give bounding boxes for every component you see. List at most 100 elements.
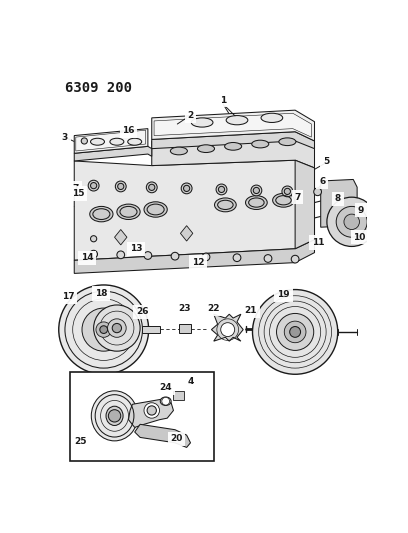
Text: 21: 21 bbox=[245, 306, 257, 315]
Text: 12: 12 bbox=[192, 258, 204, 267]
Polygon shape bbox=[74, 147, 152, 161]
Text: 23: 23 bbox=[178, 304, 191, 313]
Circle shape bbox=[162, 398, 170, 405]
Circle shape bbox=[216, 184, 227, 195]
Polygon shape bbox=[152, 132, 315, 149]
Circle shape bbox=[108, 319, 126, 337]
Circle shape bbox=[344, 214, 359, 230]
Ellipse shape bbox=[252, 140, 269, 148]
Circle shape bbox=[96, 322, 111, 337]
Text: 5: 5 bbox=[323, 157, 329, 166]
Bar bbox=[142, 326, 160, 333]
Ellipse shape bbox=[171, 147, 187, 155]
Text: 25: 25 bbox=[74, 437, 86, 446]
Circle shape bbox=[233, 254, 241, 262]
Circle shape bbox=[109, 410, 121, 422]
Text: 14: 14 bbox=[81, 254, 94, 262]
Ellipse shape bbox=[215, 198, 236, 212]
Circle shape bbox=[277, 313, 314, 350]
Circle shape bbox=[115, 181, 126, 192]
Ellipse shape bbox=[91, 138, 104, 145]
Text: 10: 10 bbox=[353, 233, 366, 241]
Circle shape bbox=[144, 403, 160, 418]
Ellipse shape bbox=[226, 116, 248, 125]
Polygon shape bbox=[135, 424, 191, 447]
Circle shape bbox=[149, 184, 155, 190]
Circle shape bbox=[112, 324, 122, 333]
Ellipse shape bbox=[246, 196, 267, 209]
Ellipse shape bbox=[90, 206, 113, 222]
Circle shape bbox=[290, 327, 301, 337]
Polygon shape bbox=[154, 113, 311, 137]
Ellipse shape bbox=[160, 397, 171, 406]
Circle shape bbox=[144, 252, 152, 260]
Circle shape bbox=[171, 252, 179, 260]
Circle shape bbox=[284, 321, 306, 343]
Text: 3: 3 bbox=[62, 133, 68, 142]
Circle shape bbox=[90, 251, 98, 258]
Bar bbox=[173, 391, 184, 400]
Circle shape bbox=[184, 185, 190, 191]
Text: 9: 9 bbox=[358, 206, 364, 215]
Polygon shape bbox=[295, 160, 315, 249]
Ellipse shape bbox=[91, 391, 138, 441]
Ellipse shape bbox=[279, 138, 296, 146]
Text: 6: 6 bbox=[319, 177, 325, 186]
Ellipse shape bbox=[106, 406, 123, 425]
Text: 2: 2 bbox=[187, 111, 194, 120]
Circle shape bbox=[82, 308, 125, 351]
Ellipse shape bbox=[128, 138, 142, 145]
Text: 22: 22 bbox=[208, 304, 220, 313]
Ellipse shape bbox=[273, 193, 294, 207]
Polygon shape bbox=[152, 133, 315, 168]
Ellipse shape bbox=[110, 138, 124, 145]
Circle shape bbox=[336, 206, 367, 237]
Text: 8: 8 bbox=[335, 194, 341, 203]
Ellipse shape bbox=[117, 204, 140, 220]
Circle shape bbox=[59, 285, 149, 374]
Text: 16: 16 bbox=[122, 126, 135, 135]
Text: 26: 26 bbox=[136, 308, 149, 317]
Ellipse shape bbox=[91, 252, 97, 258]
Circle shape bbox=[221, 322, 235, 336]
Text: 6309 200: 6309 200 bbox=[65, 81, 132, 95]
Circle shape bbox=[91, 182, 97, 189]
Ellipse shape bbox=[191, 118, 213, 127]
Circle shape bbox=[146, 182, 157, 193]
Text: 7: 7 bbox=[73, 184, 79, 193]
Bar bbox=[179, 324, 191, 334]
Circle shape bbox=[264, 255, 272, 262]
Circle shape bbox=[93, 305, 140, 351]
Circle shape bbox=[88, 180, 99, 191]
Polygon shape bbox=[74, 128, 148, 154]
Text: 4: 4 bbox=[187, 377, 194, 386]
Text: 20: 20 bbox=[171, 434, 183, 443]
Text: 19: 19 bbox=[277, 290, 290, 300]
Circle shape bbox=[118, 183, 124, 190]
Text: 15: 15 bbox=[72, 189, 84, 198]
Polygon shape bbox=[180, 225, 193, 241]
Polygon shape bbox=[74, 160, 315, 260]
Text: 17: 17 bbox=[62, 292, 74, 301]
Text: 18: 18 bbox=[95, 289, 108, 298]
Polygon shape bbox=[152, 110, 315, 141]
Circle shape bbox=[251, 185, 262, 196]
Polygon shape bbox=[129, 399, 173, 427]
Circle shape bbox=[314, 188, 322, 196]
Polygon shape bbox=[115, 230, 127, 245]
Circle shape bbox=[202, 253, 210, 261]
Circle shape bbox=[181, 183, 192, 194]
Circle shape bbox=[253, 188, 259, 193]
Circle shape bbox=[253, 289, 338, 374]
Polygon shape bbox=[76, 130, 146, 151]
Circle shape bbox=[100, 326, 108, 334]
Ellipse shape bbox=[81, 138, 87, 144]
Text: 13: 13 bbox=[130, 244, 142, 253]
Ellipse shape bbox=[261, 113, 283, 123]
Circle shape bbox=[282, 186, 293, 197]
Polygon shape bbox=[211, 314, 243, 341]
Circle shape bbox=[284, 188, 290, 195]
Circle shape bbox=[147, 406, 156, 415]
Circle shape bbox=[117, 251, 124, 259]
Ellipse shape bbox=[91, 236, 97, 242]
